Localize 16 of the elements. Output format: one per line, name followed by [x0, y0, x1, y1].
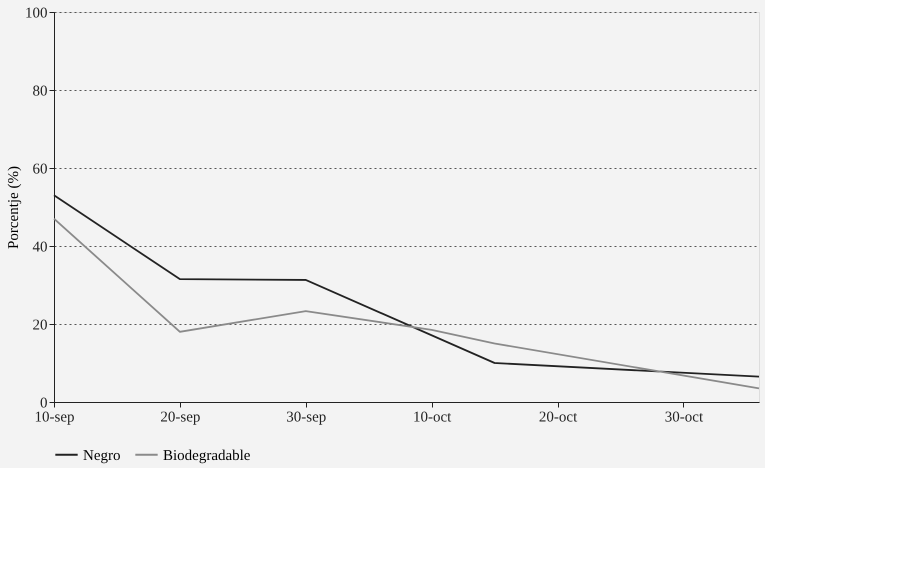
y-tick-label: 20 — [32, 318, 48, 334]
x-tick-label: 20-oct — [538, 410, 578, 426]
line-series — [53, 218, 760, 390]
y-tick-label: 100 — [25, 6, 48, 22]
y-axis-title: Porcentje (%) — [6, 166, 22, 249]
x-tick-label: 30-oct — [664, 410, 704, 426]
x-tick-label: 10-oct — [413, 410, 452, 426]
legend-label: Negro — [83, 448, 120, 464]
legend-label: Biodegradable — [163, 448, 251, 464]
y-tick-label: 40 — [32, 240, 48, 256]
x-tick-label: 30-sep — [286, 410, 326, 426]
y-tick-label: 80 — [32, 84, 48, 100]
x-tick-label: 10-sep — [34, 410, 74, 426]
x-tick-label: 20-sep — [160, 410, 200, 426]
y-tick-label: 60 — [32, 162, 48, 178]
y-tick-label: 0 — [40, 396, 48, 412]
